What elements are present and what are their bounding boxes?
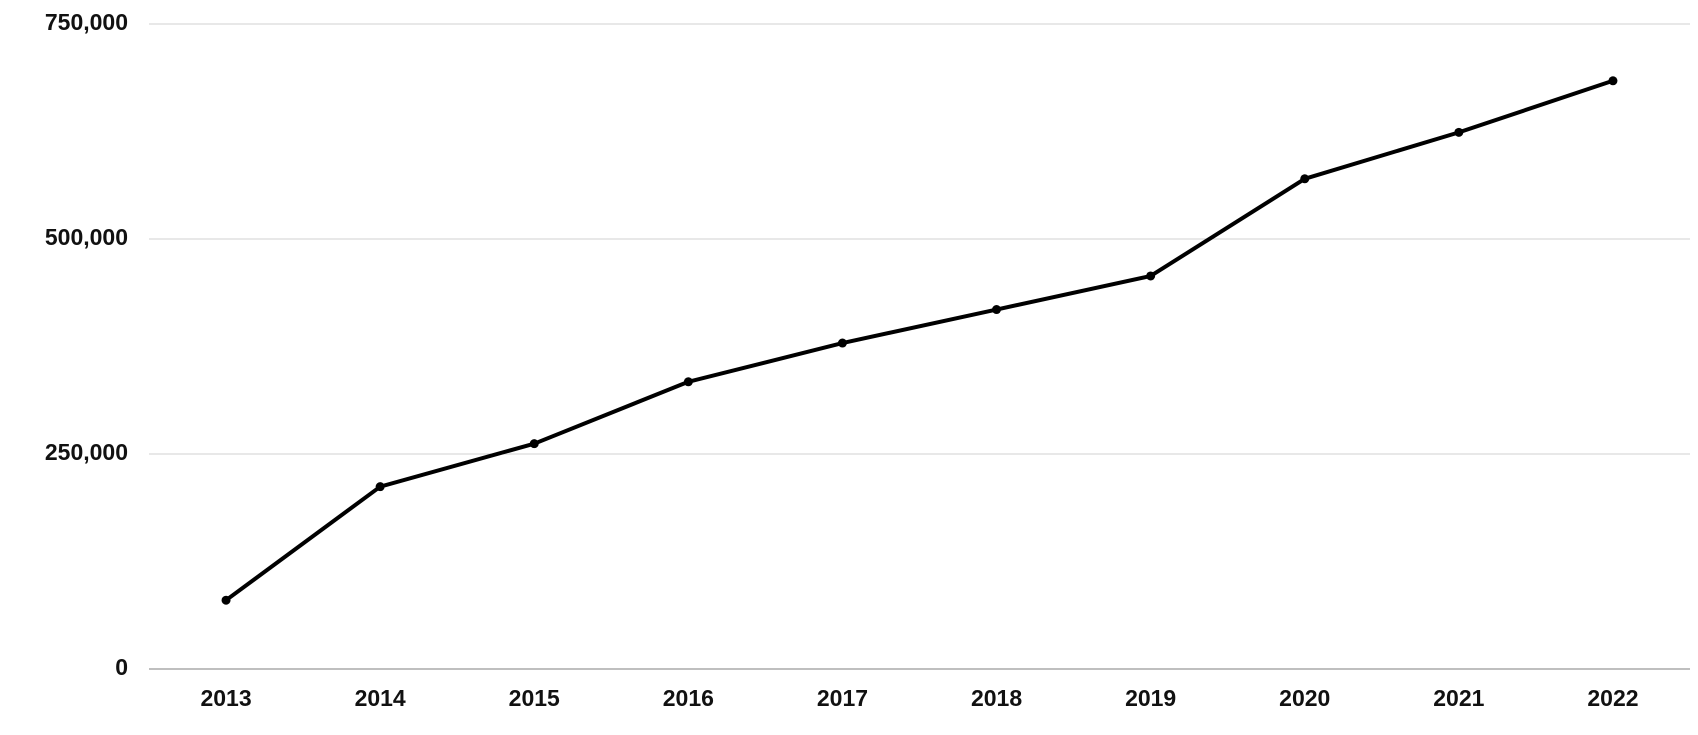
line <box>224 78 1614 602</box>
x-tick-label: 2019 <box>1125 685 1176 711</box>
point <box>375 482 385 492</box>
point <box>837 338 847 348</box>
y-tick-label: 250,000 <box>45 439 128 465</box>
point <box>683 377 693 387</box>
x-tick-label: 2015 <box>509 685 560 711</box>
x-tick-label: 2021 <box>1433 685 1484 711</box>
point <box>1146 271 1156 281</box>
x-tick-label: 2013 <box>200 685 251 711</box>
point <box>1454 127 1464 137</box>
point <box>992 305 1002 315</box>
point <box>221 595 231 605</box>
x-tick-label: 2014 <box>355 685 406 711</box>
x-tick-label: 2017 <box>817 685 868 711</box>
y-tick-label: 750,000 <box>45 9 128 35</box>
y-tick-label: 0 <box>115 654 128 680</box>
y-tick-label: 500,000 <box>45 224 128 250</box>
point <box>1608 76 1618 86</box>
x-tick-label: 2018 <box>971 685 1022 711</box>
x-tick-label: 2020 <box>1279 685 1330 711</box>
x-tick-label: 2022 <box>1587 685 1638 711</box>
point <box>1300 174 1310 184</box>
point <box>529 439 539 449</box>
x-tick-label: 2016 <box>663 685 714 711</box>
